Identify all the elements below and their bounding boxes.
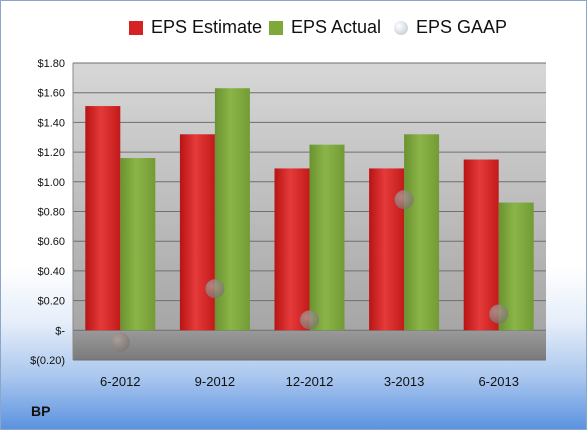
y-tick-label: $0.60 (37, 236, 65, 248)
gaap-marker-6-2012 (110, 332, 130, 352)
bar-eps-estimate-6-2013 (463, 159, 499, 331)
bar-eps-actual-12-2012 (309, 144, 345, 331)
bar-eps-estimate-9-2012 (179, 134, 215, 331)
y-tick-label: $1.00 (37, 177, 65, 189)
legend: EPS Estimate EPS Actual EPS GAAP (1, 17, 587, 43)
y-tick-label: $(0.20) (30, 355, 65, 367)
legend-swatch-eps-gaap (394, 20, 408, 35)
bar-eps-estimate-12-2012 (274, 168, 310, 331)
legend-swatch-eps-estimate (129, 20, 143, 35)
legend-label-eps-gaap: EPS GAAP (416, 17, 508, 37)
x-tick-label: 6-2013 (478, 374, 518, 389)
y-tick-label: $1.40 (37, 117, 65, 129)
legend-label-eps-estimate: EPS Estimate (151, 17, 263, 37)
bar-eps-actual-3-2013 (404, 134, 440, 331)
y-tick-label: $1.20 (37, 147, 65, 159)
y-tick-label: $0.80 (37, 207, 65, 219)
gaap-marker-6-2013 (489, 304, 509, 324)
x-tick-label: 3-2013 (384, 374, 424, 389)
x-tick-label: 12-2012 (286, 374, 334, 389)
gaap-marker-9-2012 (205, 279, 225, 299)
legend-swatch-eps-actual (269, 20, 283, 35)
legend-item-eps-gaap: EPS GAAP (394, 17, 507, 38)
y-tick-label: $1.60 (37, 88, 65, 100)
legend-item-eps-estimate: EPS Estimate (129, 17, 262, 38)
y-tick-label: $0.40 (37, 266, 65, 278)
bar-eps-actual-6-2012 (120, 158, 156, 331)
y-tick-label: $1.80 (37, 58, 65, 70)
gaap-marker-3-2013 (394, 190, 414, 210)
bar-eps-estimate-6-2012 (85, 106, 121, 331)
legend-item-eps-actual: EPS Actual (269, 17, 381, 38)
x-tick-label: 9-2012 (195, 374, 235, 389)
y-tick-label: $0.20 (37, 296, 65, 308)
legend-label-eps-actual: EPS Actual (291, 17, 382, 37)
plot-area-negative (73, 330, 546, 360)
ticker-label: BP (31, 403, 51, 419)
y-tick-label: $- (55, 325, 65, 337)
gaap-marker-12-2012 (300, 310, 319, 330)
eps-chart: $1.80 $1.60 $1.40 $1.20 $1.00 $0.80 $0.60 $0.40… (30, 58, 546, 389)
x-tick-label: 6-2012 (100, 374, 140, 389)
